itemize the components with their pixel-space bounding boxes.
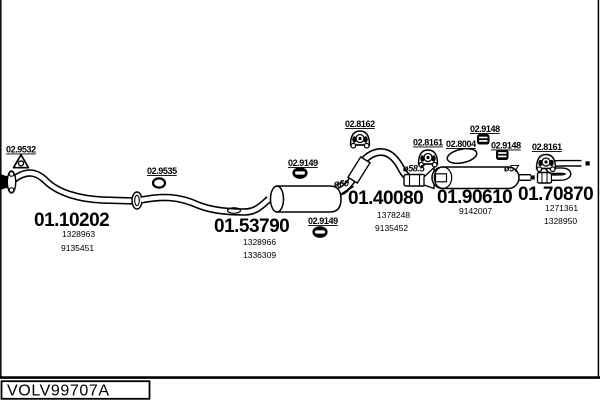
hanger-bracket-icon	[535, 153, 557, 173]
oval-gasket-icon	[445, 145, 479, 167]
fitting-label: 02.9532	[6, 145, 36, 155]
assembly-label: 01.90610	[437, 187, 512, 208]
pipe-sleeve-joint	[347, 155, 371, 185]
fitting-label: 02.9535	[147, 166, 177, 176]
fitting-label: 02.8004	[446, 139, 476, 149]
rear-muffler-assembly	[423, 165, 535, 190]
center-muffler-assembly	[140, 181, 354, 216]
oem-number: 9135452	[375, 223, 408, 233]
tail-pipe-clamp	[536, 171, 553, 184]
flange-bolt-hole	[8, 171, 15, 177]
rubber-mount-icon	[292, 167, 308, 179]
assembly-label: 01.70870	[518, 184, 593, 205]
oem-number: 1328950	[544, 216, 577, 226]
rear-muffler-inlet-detail	[434, 173, 448, 183]
gasket-ring-icon	[151, 177, 167, 189]
center-muffler-body	[276, 185, 342, 213]
fitting-label: 02.9148	[470, 124, 500, 134]
hanger-bracket-icon	[349, 130, 371, 149]
front-flange-stub	[0, 174, 8, 190]
fitting-label: 02.8162	[345, 119, 375, 129]
assembly-label: 01.10202	[34, 210, 109, 231]
triangle-flange-gasket-icon	[12, 153, 30, 169]
oem-number: 9142007	[459, 206, 492, 216]
fitting-label: 02.9149	[288, 158, 318, 168]
drawing-code-box: VOLV99707A	[0, 380, 151, 400]
rear-muffler-inlet-cone	[423, 165, 435, 190]
assembly-label: 01.40080	[348, 188, 423, 209]
front-flange-plate	[6, 170, 17, 194]
fitting-label: 02.9149	[308, 216, 338, 226]
fitting-label: 02.8161	[413, 138, 443, 148]
rear-muffler-body	[431, 166, 520, 190]
flange-bolt-hole	[8, 187, 15, 193]
rear-muffler-endcap-line	[433, 166, 453, 189]
connection-dot	[585, 161, 590, 166]
diameter-callout: ø58.5	[403, 164, 426, 174]
oem-number: 1328963	[62, 229, 95, 239]
fitting-label: 02.8161	[532, 142, 562, 152]
rubber-mount-icon	[312, 226, 328, 238]
assembly-label: 01.53790	[214, 216, 289, 237]
pipe-coupling-inner	[134, 194, 140, 207]
fitting-label: 02.9148	[491, 141, 521, 151]
oem-number: 9135451	[61, 243, 94, 253]
oem-number: 1378248	[377, 210, 410, 220]
center-muffler-endcap	[269, 185, 285, 213]
connecting-pipe	[338, 148, 430, 195]
diameter-callout: ø57	[504, 164, 520, 174]
pipe-clamp-sleeve	[403, 173, 426, 187]
connection-dot	[530, 175, 535, 180]
oem-number: 1336309	[243, 250, 276, 260]
pipe-clamp-icon	[495, 148, 510, 161]
pipe-clamp-icon	[476, 133, 491, 146]
oem-number: 1328966	[243, 237, 276, 247]
front-pipe	[0, 169, 143, 210]
diameter-callout: ø60	[334, 179, 349, 189]
drawing-code-label: VOLV99707A	[7, 383, 110, 400]
pipe-bracket	[226, 207, 242, 214]
oem-number: 1271361	[545, 203, 578, 213]
